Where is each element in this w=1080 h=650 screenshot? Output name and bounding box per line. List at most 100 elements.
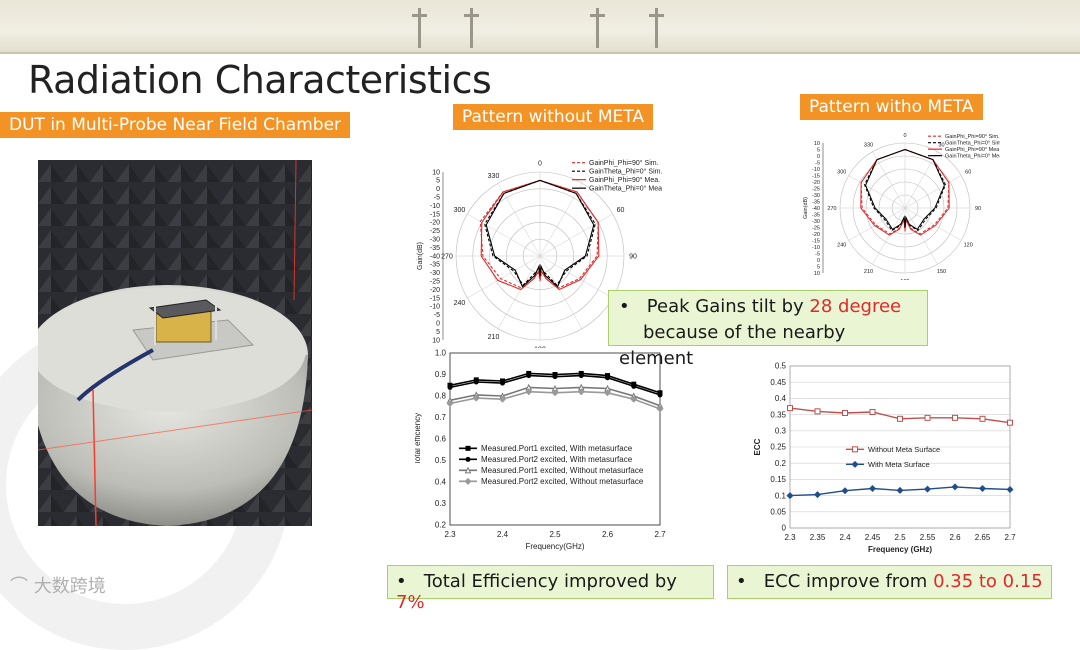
polar-series-line	[860, 149, 950, 235]
polar-radial-tick-label: -35	[430, 262, 440, 269]
polar-grid-spoke	[539, 213, 613, 257]
data-point	[841, 487, 849, 495]
polar-angle-label: 30	[938, 143, 944, 149]
bullet: •	[396, 571, 407, 592]
x-tick-label: 2.4	[497, 530, 509, 539]
bullet: •	[736, 571, 747, 592]
y-tick-label: 0.9	[435, 370, 447, 379]
polar-radial-tick-label: -10	[812, 245, 820, 251]
polar-angle-label: 300	[837, 169, 846, 175]
polar-radial-tick-label: -20	[812, 232, 820, 238]
y-axis-label: ECC	[753, 438, 762, 455]
data-point	[551, 389, 559, 397]
efficiency-chart: 0.2 0.3 0.4 0.5 0.6 0.7 0.8 0.9 1.0 2.3 2.4 2.5 2.6 2…	[415, 349, 666, 551]
y-tick-label: 0.5	[775, 362, 787, 371]
y-tick-label: 1.0	[435, 349, 447, 358]
data-point	[786, 492, 794, 500]
polar-radial-tick-label: -15	[430, 295, 440, 302]
polar-angle-label: 90	[629, 253, 637, 260]
polar-grid-spoke	[467, 213, 541, 257]
efficiency-callout: • Total Efficiency improved by 7%	[387, 565, 714, 613]
polar-grid-spoke	[848, 207, 906, 241]
polar-radial-tick-label: 10	[814, 271, 820, 277]
callout-text: ECC improve from	[763, 571, 934, 592]
polar-radial-tick-label: -35	[812, 212, 820, 218]
pattern-with-meta-label: Pattern witho META	[800, 94, 983, 120]
polar-radial-tick-label: -25	[812, 225, 820, 231]
data-point	[842, 409, 848, 416]
polar-radial-tick-label: -10	[430, 304, 440, 311]
data-point	[630, 395, 638, 403]
polar-series-line	[479, 179, 599, 289]
data-point	[526, 373, 532, 379]
callout-highlight: 28 degree	[809, 296, 902, 317]
polar-grid-spoke	[904, 151, 938, 209]
x-tick-label: 2.3	[444, 530, 456, 539]
data-point	[473, 379, 479, 385]
x-tick-label: 2.35	[810, 533, 826, 542]
polar-radial-tick-label: -30	[430, 270, 440, 277]
polar-series-line	[480, 179, 600, 291]
polar-series-line	[484, 179, 596, 286]
polar-radial-tick-label: -30	[812, 219, 820, 225]
legend-label: GainTheta_Phi=0° Mea	[945, 154, 1000, 160]
polar-radial-tick-label: -25	[812, 186, 820, 192]
x-axis-label: Frequency(GHz)	[525, 542, 584, 551]
data-point	[464, 477, 472, 485]
data-point	[465, 456, 471, 462]
polar-radial-tick-label: 0	[436, 321, 440, 328]
y-tick-label: 0.1	[775, 491, 787, 500]
polar-radial-tick-label: 5	[817, 264, 820, 270]
data-point	[869, 484, 876, 492]
polar-angle-label: 270	[827, 206, 836, 212]
y-tick-label: 0.15	[770, 475, 786, 484]
data-point	[1006, 485, 1014, 493]
y-tick-label: 0.45	[770, 378, 786, 387]
y-tick-label: 0.3	[435, 499, 447, 508]
legend-label: Measured.Port1 excited, Without metasurf…	[481, 466, 644, 475]
y-tick-label: 0.35	[770, 410, 786, 419]
polar-angle-label: 270	[441, 253, 453, 260]
polar-angle-label: 150	[937, 269, 946, 275]
polar-grid-spoke	[848, 175, 906, 209]
polar-angle-label: 240	[837, 242, 846, 248]
x-tick-label: 2.4	[839, 533, 851, 542]
data-point	[500, 380, 505, 386]
y-axis-label: Total efficiency	[415, 413, 422, 465]
polar-grid-spoke	[539, 255, 613, 299]
polar-radial-tick-label: -15	[812, 238, 820, 244]
polar-radial-tick-label: -15	[812, 173, 820, 179]
data-point	[631, 383, 637, 389]
data-point	[952, 414, 958, 421]
data-point	[814, 408, 821, 415]
polar-angle-label: 120	[964, 242, 973, 248]
data-point	[851, 460, 859, 468]
decor-mark	[464, 8, 479, 48]
polar-radial-tick-label: -35	[430, 245, 440, 252]
data-point	[472, 394, 480, 402]
data-point	[814, 491, 821, 499]
polar-angle-label: 60	[965, 169, 971, 175]
polar-radial-tick-label: 10	[432, 337, 440, 344]
legend-label: GainTheta_Phi=0° Sim.	[589, 168, 662, 176]
x-tick-label: 2.45	[865, 533, 881, 542]
data-point	[787, 405, 793, 412]
x-tick-label: 2.3	[784, 533, 796, 542]
polar-radial-tick-label: -20	[430, 220, 440, 227]
legend-label: GainPhi_Phi=90° Sim.	[945, 134, 1000, 140]
polar-radial-tick-label: -10	[430, 203, 440, 210]
polar-radial-tick-label: -30	[812, 193, 820, 199]
gain-tilt-callout: • Peak Gains tilt by 28 degree because o…	[608, 290, 928, 369]
x-axis-label: Frequency (GHz)	[868, 545, 932, 554]
polar-grid-spoke	[497, 183, 541, 257]
data-point	[869, 409, 876, 416]
callout-text: Total Efficiency improved by	[423, 571, 677, 592]
polar-grid-spoke	[539, 183, 583, 257]
data-point	[464, 466, 472, 474]
data-point	[656, 405, 664, 413]
polar-angle-label: 300	[454, 207, 466, 214]
polar-radial-tick-label: -40	[430, 253, 440, 260]
polar-radial-tick-label: 0	[436, 186, 440, 193]
polar-radial-tick-label: -25	[430, 279, 440, 286]
plot-frame	[449, 352, 661, 526]
